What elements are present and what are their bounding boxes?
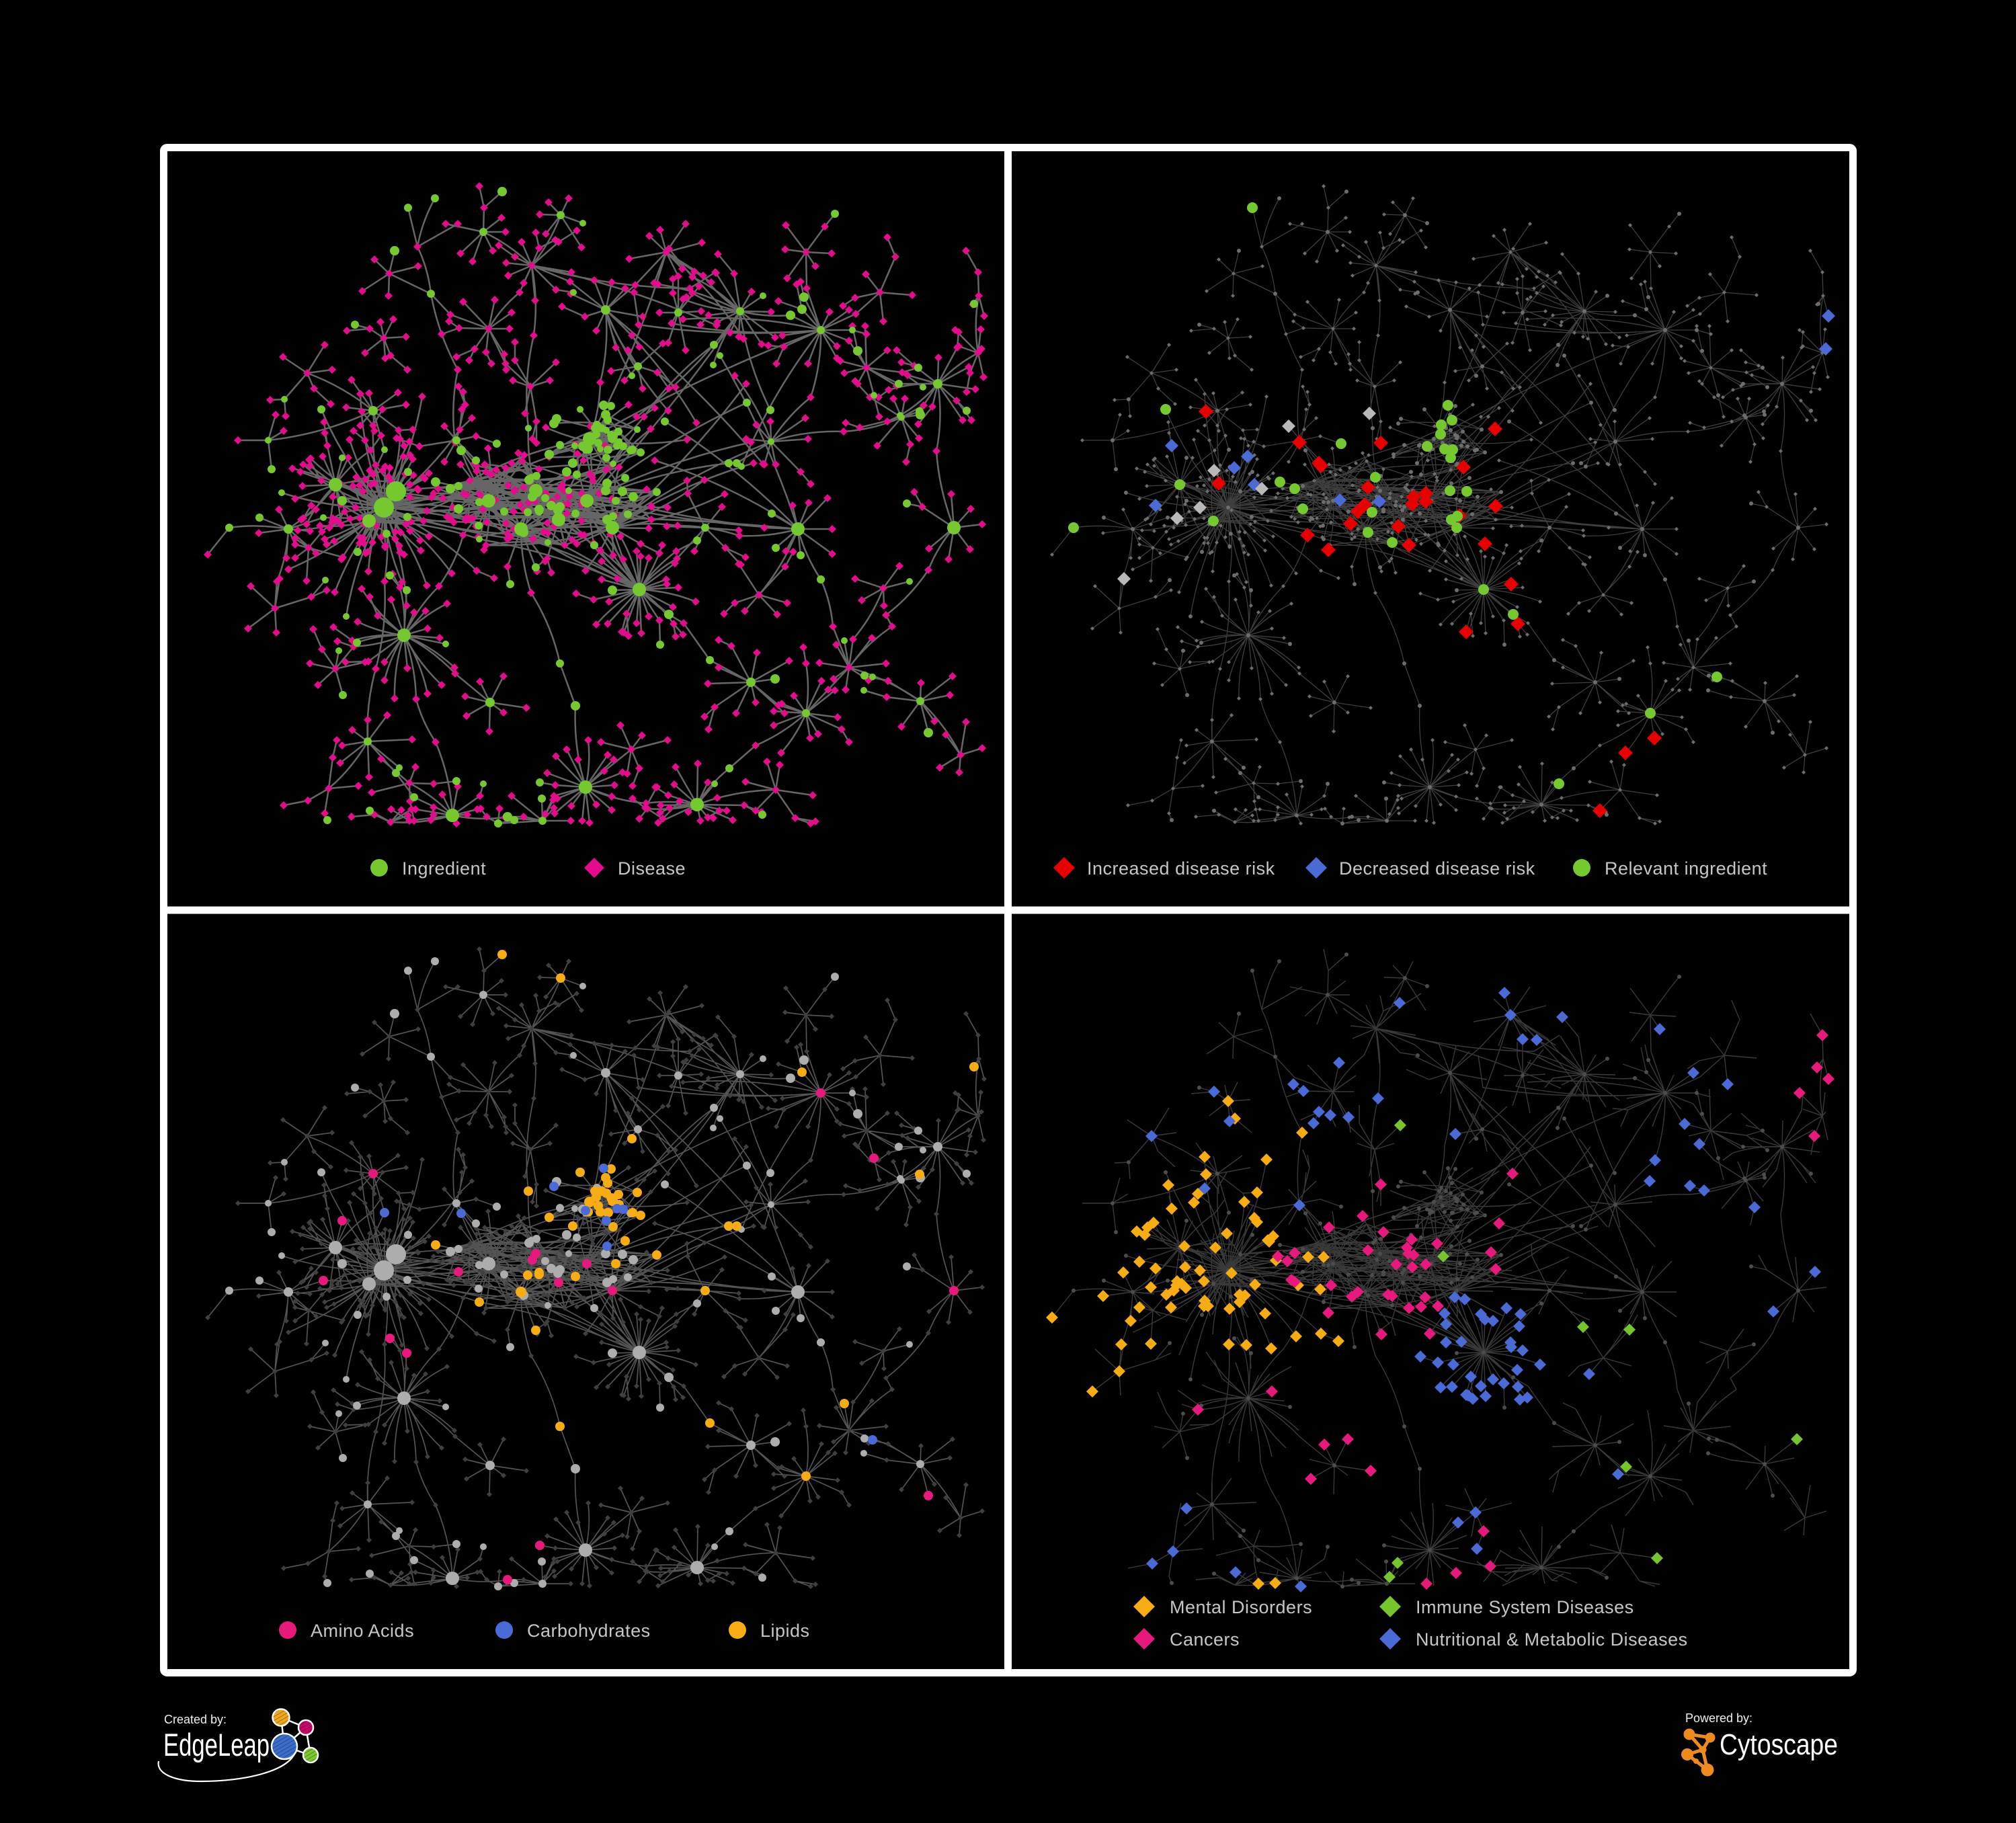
- svg-text:Cytoscape: Cytoscape: [1720, 1728, 1838, 1761]
- svg-text:Immune System Diseases: Immune System Diseases: [1416, 1597, 1634, 1617]
- svg-text:Ingredient: Ingredient: [402, 858, 486, 879]
- svg-text:Disease: Disease: [618, 858, 686, 879]
- svg-text:Amino Acids: Amino Acids: [311, 1621, 414, 1641]
- svg-text:Increased disease risk: Increased disease risk: [1087, 858, 1275, 879]
- svg-text:Mental Disorders: Mental Disorders: [1170, 1597, 1312, 1617]
- svg-text:EdgeLeap: EdgeLeap: [163, 1727, 270, 1763]
- svg-text:Carbohydrates: Carbohydrates: [527, 1621, 651, 1641]
- svg-text:Nutritional & Metabolic Diseas: Nutritional & Metabolic Diseases: [1416, 1629, 1688, 1650]
- svg-text:Created by:: Created by:: [164, 1713, 227, 1726]
- svg-text:Powered by:: Powered by:: [1685, 1711, 1752, 1725]
- svg-text:Cancers: Cancers: [1170, 1629, 1240, 1650]
- svg-text:Lipids: Lipids: [760, 1621, 810, 1641]
- svg-text:Decreased disease risk: Decreased disease risk: [1339, 858, 1535, 879]
- svg-text:Relevant ingredient: Relevant ingredient: [1605, 858, 1767, 879]
